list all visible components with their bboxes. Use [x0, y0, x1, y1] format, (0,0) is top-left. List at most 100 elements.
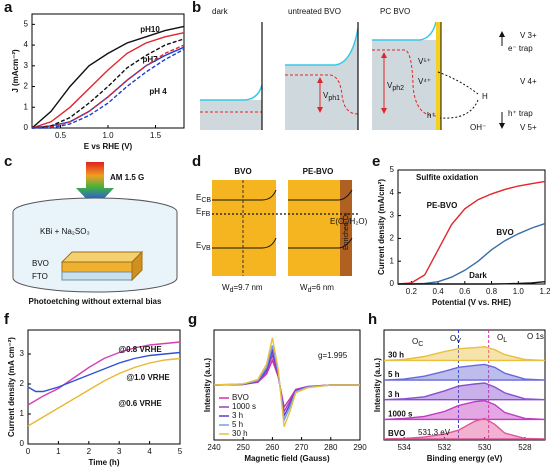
text: L — [503, 337, 507, 344]
series-label: @1.0 VRHE — [126, 373, 170, 382]
light-arrow — [76, 162, 114, 208]
series-label: 5 h — [388, 370, 400, 379]
y-tick-label: 3 — [20, 349, 25, 358]
x-tick-label: 1.0 — [513, 287, 525, 296]
label: V⁵⁺ — [418, 57, 431, 66]
series-label: pH10 — [140, 25, 160, 34]
panel-label: e — [372, 153, 380, 170]
x-tick-label: 532 — [438, 443, 452, 452]
label: EFB — [196, 207, 211, 218]
series-label: @0.6 VRHE — [118, 399, 162, 408]
x-tick-label: 5 — [178, 447, 183, 456]
x-tick-label: 0.6 — [459, 287, 471, 296]
caption: Photoetching without external bias — [29, 297, 162, 306]
y-tick-label: 0 — [390, 279, 395, 288]
label: V⁴⁺ — [418, 77, 431, 86]
electrolyte: KBi + Na₂SO₃ — [40, 227, 90, 236]
annotation: OL — [497, 333, 507, 344]
panel-label: c — [4, 153, 12, 170]
y-axis-label: Intensity (a.u.) — [373, 358, 382, 413]
series-label: BVO — [388, 429, 405, 438]
x-tick-label: 0.4 — [433, 287, 445, 296]
label: EVB — [196, 241, 211, 252]
label: H — [482, 92, 488, 101]
pe-bvo-block — [288, 180, 340, 276]
state-label: untreated BVO — [288, 7, 341, 16]
bvo-top — [60, 251, 144, 263]
text: O — [412, 337, 418, 346]
x-tick-label: 4 — [147, 447, 152, 456]
series-label: Dark — [469, 271, 487, 280]
annotation: O 1s — [527, 332, 544, 341]
x-axis-label: Binding energy (eV) — [427, 454, 503, 463]
spectrum — [383, 417, 546, 440]
text: W — [300, 283, 308, 292]
annotation: g=1.995 — [318, 351, 348, 360]
enriched-layer — [340, 180, 352, 276]
text: C — [418, 341, 423, 348]
data-line — [397, 180, 546, 285]
path-arrow — [437, 71, 479, 119]
x-tick-label: 3 — [117, 447, 122, 456]
text: V — [323, 91, 329, 100]
level: V 5+ — [520, 123, 537, 132]
x-axis-label: Magnetic field (Gauss) — [244, 454, 330, 463]
text: E — [196, 193, 201, 202]
y-tick-label: 1 — [20, 409, 25, 418]
panel-label: d — [192, 153, 201, 170]
x-tick-label: 0.8 — [486, 287, 498, 296]
y-tick-label: 2 — [24, 82, 29, 91]
text: O — [450, 334, 456, 343]
legend-label: BVO — [232, 393, 249, 402]
text: O — [497, 333, 503, 342]
label: h⁺ — [427, 111, 436, 120]
plot-frame — [397, 169, 546, 285]
vph-label: Vph1 — [323, 91, 340, 102]
y-tick-label: 1 — [390, 256, 395, 265]
fto — [61, 271, 133, 281]
text: =9.7 nm — [233, 283, 262, 292]
text: ph2 — [392, 85, 404, 92]
label: E(O₂/H₂O) — [330, 217, 368, 226]
text: E — [196, 241, 201, 250]
x-tick-label: 2 — [87, 447, 92, 456]
text: W — [222, 283, 230, 292]
series-label: PE-BVO — [427, 201, 458, 210]
text: E — [196, 207, 201, 216]
y-tick-label: 5 — [390, 165, 395, 174]
diagram-b: dark untreated BVO PC BVO Vph1 Vph2 V⁵⁺ … — [200, 7, 537, 132]
panel-label: a — [4, 0, 13, 16]
band-edges — [212, 189, 277, 249]
x-tick-label: 1.2 — [539, 287, 550, 296]
legend-label: 5 h — [232, 420, 243, 429]
legend-label: 30 h — [232, 429, 248, 438]
surface-layer — [436, 22, 441, 130]
chart-title: Sulfite oxidation — [416, 173, 478, 182]
spectrum — [383, 345, 546, 362]
text: d — [230, 287, 234, 294]
x-tick-label: 1.0 — [102, 131, 114, 140]
data-line — [398, 281, 546, 285]
label: FTO — [32, 272, 48, 281]
level: V 3+ — [520, 31, 537, 40]
label: OH⁻ — [470, 123, 486, 132]
panel-label: g — [188, 311, 197, 328]
x-tick-label: 528 — [518, 443, 532, 452]
series-label: 1000 s — [388, 409, 413, 418]
label: BVO — [32, 259, 49, 268]
title: BVO — [234, 167, 251, 176]
series-label: 3 h — [388, 390, 400, 399]
bvo — [61, 261, 133, 273]
label: h⁺ trap — [508, 109, 533, 118]
band-edges — [288, 189, 353, 249]
series-label: @0.8 VRHE — [118, 345, 162, 354]
data-line — [32, 48, 185, 129]
label: e⁻ trap — [508, 44, 533, 53]
level: V 4+ — [520, 77, 537, 86]
legend-label: 1000 s — [232, 402, 256, 411]
y-tick-label: 1 — [24, 102, 29, 111]
x-tick-label: 270 — [295, 443, 309, 452]
fermi-level — [285, 74, 359, 115]
text: =6 nm — [311, 283, 334, 292]
x-tick-label: 240 — [207, 443, 221, 452]
